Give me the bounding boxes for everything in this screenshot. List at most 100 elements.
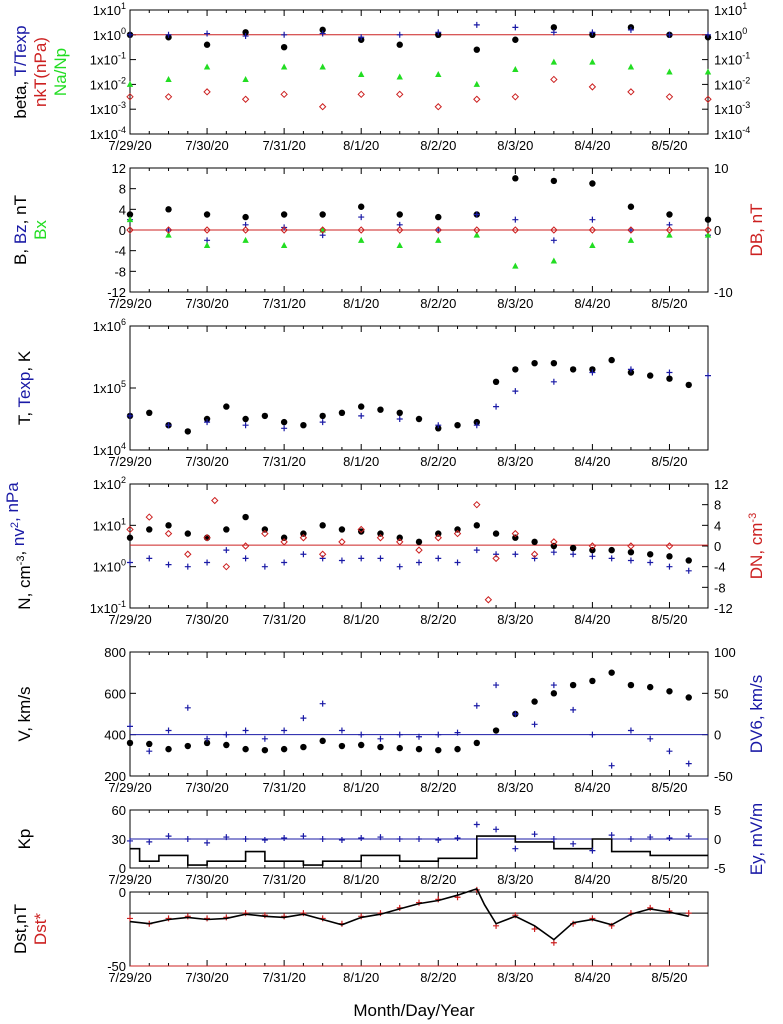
data-point: [126, 80, 134, 87]
y2-tick-label: 100: [714, 645, 736, 660]
data-point: [126, 534, 134, 541]
data-point: [165, 75, 172, 82]
data-point: [165, 561, 172, 568]
y-tick-label: 1x10-1: [90, 599, 126, 616]
data-point: [319, 412, 326, 420]
y2-tick-label: 50: [714, 686, 728, 701]
data-point: [242, 745, 249, 753]
y-tick-label: 400: [104, 728, 126, 743]
x-tick-label: 8/4/20: [574, 454, 610, 469]
data-point: [685, 694, 692, 701]
data-point: [396, 211, 403, 218]
y2-tick-label: 0: [714, 539, 721, 554]
x-tick-label: 8/1/20: [343, 612, 379, 627]
data-point: [685, 381, 692, 389]
data-point: [299, 534, 308, 542]
data-point: [146, 838, 153, 845]
x-tick-label: 8/2/20: [420, 872, 456, 887]
data-point: [665, 226, 674, 234]
data-point: [338, 538, 346, 546]
y-tick-label: -4: [114, 244, 126, 259]
data-point: [589, 180, 596, 187]
data-point: [184, 550, 192, 558]
data-point: [569, 366, 577, 373]
data-point: [665, 542, 674, 550]
data-point: [435, 731, 442, 738]
x-tick-label: 8/5/20: [651, 612, 687, 627]
data-point: [435, 530, 442, 537]
data-point: [319, 522, 326, 529]
data-point: [473, 231, 480, 238]
data-point: [204, 30, 211, 37]
data-point: [550, 237, 557, 244]
y2-tick-label: 0: [714, 223, 721, 238]
data-point: [319, 419, 326, 426]
x-tick-label: 8/3/20: [497, 872, 533, 887]
y2-tick-label: 12: [714, 477, 728, 492]
y2-tick-label: 1x101: [714, 1, 747, 18]
data-point: [589, 677, 596, 685]
data-point: [550, 836, 557, 842]
data-point: [473, 702, 480, 709]
series: [127, 682, 692, 769]
y-tick-label: 0: [119, 861, 126, 876]
data-point: [358, 70, 365, 77]
data-point: [666, 688, 673, 695]
data-point: [435, 70, 442, 77]
data-point: [203, 534, 211, 542]
data-point: [396, 409, 403, 416]
data-point: [454, 559, 461, 566]
data-point: [319, 555, 326, 562]
data-point: [492, 727, 500, 734]
data-point: [473, 418, 480, 426]
data-point: [358, 741, 365, 749]
data-point: [704, 231, 712, 238]
series: [127, 366, 711, 432]
data-point: [204, 559, 211, 566]
x-tick-label: 7/29/20: [108, 454, 151, 469]
data-point: [550, 360, 558, 367]
data-point: [184, 428, 191, 435]
data-point: [319, 211, 326, 218]
x-tick-label: 8/2/20: [420, 454, 456, 469]
y-axis-label-3: Na/Np: [51, 48, 70, 96]
data-point: [204, 915, 211, 922]
data-point: [319, 63, 326, 70]
data-point: [146, 748, 153, 755]
data-point: [589, 731, 596, 738]
data-point: [261, 836, 268, 843]
x-tick-label: 7/31/20: [262, 780, 305, 795]
data-point: [300, 743, 307, 751]
data-point: [242, 236, 249, 243]
data-point: [492, 378, 500, 385]
data-point: [261, 735, 268, 742]
data-point: [165, 833, 172, 840]
x-tick-label: 8/3/20: [497, 296, 533, 311]
data-point: [473, 522, 480, 529]
y2-tick-label: 1x10-4: [714, 125, 750, 142]
data-point: [627, 681, 635, 689]
data-point: [184, 913, 191, 920]
data-point: [377, 743, 384, 751]
data-point: [434, 226, 442, 234]
x-tick-label: 8/1/20: [343, 872, 379, 887]
data-point: [647, 559, 654, 566]
data-point: [242, 836, 249, 842]
data-point: [338, 836, 345, 843]
data-point: [627, 542, 635, 550]
data-point: [280, 242, 288, 248]
data-point: [127, 31, 133, 38]
x-axis-label: Month/Day/Year: [353, 1001, 475, 1020]
data-point: [512, 551, 519, 558]
data-point: [146, 740, 153, 748]
data-point: [704, 95, 712, 103]
series: [126, 175, 712, 223]
data-point: [261, 529, 269, 538]
data-point: [550, 177, 558, 185]
data-point: [165, 915, 172, 922]
data-point: [358, 555, 365, 562]
data-point: [435, 422, 442, 429]
data-point: [570, 706, 577, 713]
y-axis-label-2: Dst*: [31, 913, 50, 946]
data-point: [415, 745, 423, 753]
